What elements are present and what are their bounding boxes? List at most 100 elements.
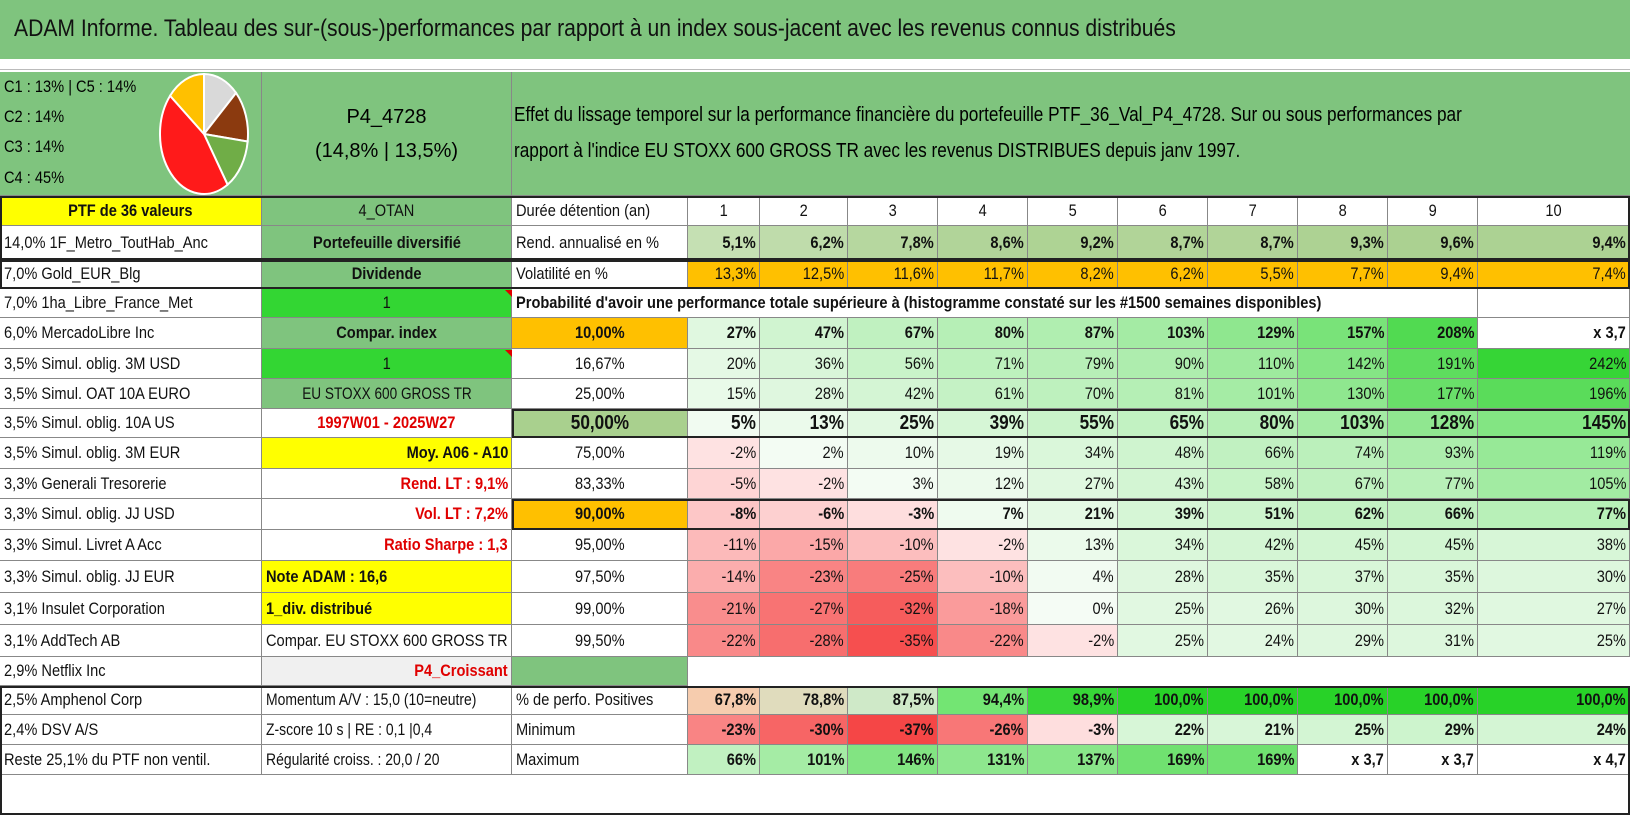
legend-line: C1 : 13% | C5 : 14% xyxy=(4,77,137,96)
probability-cell: 45% xyxy=(1388,530,1478,561)
cell-text: 94,4% xyxy=(982,690,1024,709)
cell-text: 77% xyxy=(1444,473,1474,493)
return-cell: 9,2% xyxy=(1028,226,1118,260)
maximum-cell: 137% xyxy=(1028,745,1118,775)
cell-text: -15% xyxy=(809,535,844,554)
cell-text: x 3,7 xyxy=(1593,323,1626,342)
probability-cell: 39% xyxy=(1118,499,1208,530)
probability-cell: -10% xyxy=(938,561,1028,593)
year-header: 8 xyxy=(1298,196,1388,226)
cell-text: 9,6% xyxy=(1440,232,1474,252)
cell-text: -5% xyxy=(729,473,756,493)
cell-text: 95,00% xyxy=(574,535,625,554)
cell-text: 21% xyxy=(1084,504,1114,523)
cell-text: 14,0% 1F_Metro_ToutHab_Anc xyxy=(4,232,208,252)
cell-text: 100,0% xyxy=(1244,690,1294,709)
cell-text: EU STOXX 600 GROSS TR xyxy=(301,383,472,403)
cell-text: 1 xyxy=(382,293,391,312)
parameter-cell: Note ADAM : 16,6 xyxy=(262,561,512,593)
positive-cell: 67,8% xyxy=(688,686,760,715)
cell-text: Note ADAM : 16,6 xyxy=(266,566,388,586)
probability-cell: 45% xyxy=(1298,530,1388,561)
minimum-cell: 24% xyxy=(1478,715,1630,745)
probability-cell: 51% xyxy=(1208,499,1298,530)
probability-cell: 58% xyxy=(1208,469,1298,499)
cell-text: 77% xyxy=(1596,504,1626,523)
cell-text: 208% xyxy=(1436,323,1474,342)
cell-text: 1_div. distribué xyxy=(266,598,373,618)
cell-text: 21% xyxy=(1264,719,1294,739)
cell-text: 3,5% Simul. OAT 10A EURO xyxy=(4,383,191,403)
holding-label: 3,3% Simul. Livret A Acc xyxy=(0,530,262,561)
cell-text: -22% xyxy=(721,630,756,650)
cell-text: 169% xyxy=(1256,749,1294,769)
cell-text: 55% xyxy=(1079,411,1114,434)
cell-text: 6 xyxy=(1158,200,1167,220)
cell-text: 11,7% xyxy=(983,264,1024,283)
volatility-cell: 8,2% xyxy=(1028,260,1118,289)
cell-text: 39% xyxy=(989,411,1024,434)
parameter-cell: EU STOXX 600 GROSS TR xyxy=(262,379,512,409)
cell-text: -28% xyxy=(809,630,844,650)
year-header: 9 xyxy=(1388,196,1478,226)
cell-text: 146% xyxy=(896,749,934,769)
return-cell: 9,4% xyxy=(1478,226,1630,260)
cell-text: 66% xyxy=(1264,443,1294,462)
maximum-cell: 66% xyxy=(688,745,760,775)
cell-text: 39% xyxy=(1174,504,1204,523)
probability-cell: -22% xyxy=(688,625,760,657)
cell-text: 75,00% xyxy=(574,443,625,462)
cell-text: 65% xyxy=(1169,411,1204,434)
cell-text: 45% xyxy=(1444,535,1474,554)
cell-text: 78,8% xyxy=(802,690,844,709)
return-cell: 8,7% xyxy=(1208,226,1298,260)
cell-text: 10,00% xyxy=(574,323,625,342)
probability-cell: 0% xyxy=(1028,593,1118,625)
probability-cell: 29% xyxy=(1298,625,1388,657)
cell-text: 129% xyxy=(1256,323,1294,342)
cell-text: 29% xyxy=(1354,630,1384,650)
probability-cell: 37% xyxy=(1298,561,1388,593)
minimum-label: Minimum xyxy=(512,715,688,745)
positive-cell: 98,9% xyxy=(1028,686,1118,715)
probability-cell: -11% xyxy=(688,530,760,561)
holding-label: 3,1% AddTech AB xyxy=(0,625,262,657)
probability-cell: 30% xyxy=(1478,561,1630,593)
cell-text: 13% xyxy=(1084,535,1114,554)
positive-cell: 87,5% xyxy=(848,686,938,715)
cell-text: 13,3% xyxy=(714,264,756,283)
positive-cell: 100,0% xyxy=(1478,686,1630,715)
maximum-cell: 101% xyxy=(760,745,848,775)
cell-text: 3,5% Simul. oblig. 3M USD xyxy=(4,353,181,373)
quantile-cell: 99,50% xyxy=(512,625,688,657)
holding-label: 3,3% Simul. oblig. JJ USD xyxy=(0,499,262,530)
holding-label: 7,0% 1ha_Libre_France_Met xyxy=(0,289,262,318)
quantile-cell: 95,00% xyxy=(512,530,688,561)
cell-text: 0% xyxy=(1092,598,1114,618)
cell-text: 80% xyxy=(1259,411,1294,434)
cell-text: 13% xyxy=(809,411,844,434)
cell-text: 37% xyxy=(1354,566,1384,586)
quantile-cell: 16,67% xyxy=(512,349,688,379)
cell-text: 7,4% xyxy=(1592,264,1626,283)
holding-label: 3,5% Simul. oblig. 3M EUR xyxy=(0,438,262,469)
maximum-cell: 169% xyxy=(1118,745,1208,775)
probability-cell: 43% xyxy=(1118,469,1208,499)
cell-text: 99,50% xyxy=(574,630,625,650)
probability-cell: -5% xyxy=(688,469,760,499)
pie-slice-c4 xyxy=(159,94,229,195)
probability-cell: 142% xyxy=(1298,349,1388,379)
cell-text: 10 xyxy=(1545,200,1562,220)
minimum-cell: -23% xyxy=(688,715,760,745)
parameter-cell: Vol. LT : 7,2% xyxy=(262,499,512,530)
probability-cell: 87% xyxy=(1028,318,1118,349)
portfolio-perf: (14,8% | 13,5%) xyxy=(314,140,459,162)
cell-text: -6% xyxy=(817,504,844,523)
cell-text: 101% xyxy=(1256,383,1294,403)
probability-cell: -28% xyxy=(760,625,848,657)
cell-text: 7,8% xyxy=(900,232,934,252)
probability-cell: -35% xyxy=(848,625,938,657)
cell-text: -21% xyxy=(721,598,756,618)
cell-text: 25% xyxy=(899,411,934,434)
cell-text: 70% xyxy=(1084,383,1114,403)
